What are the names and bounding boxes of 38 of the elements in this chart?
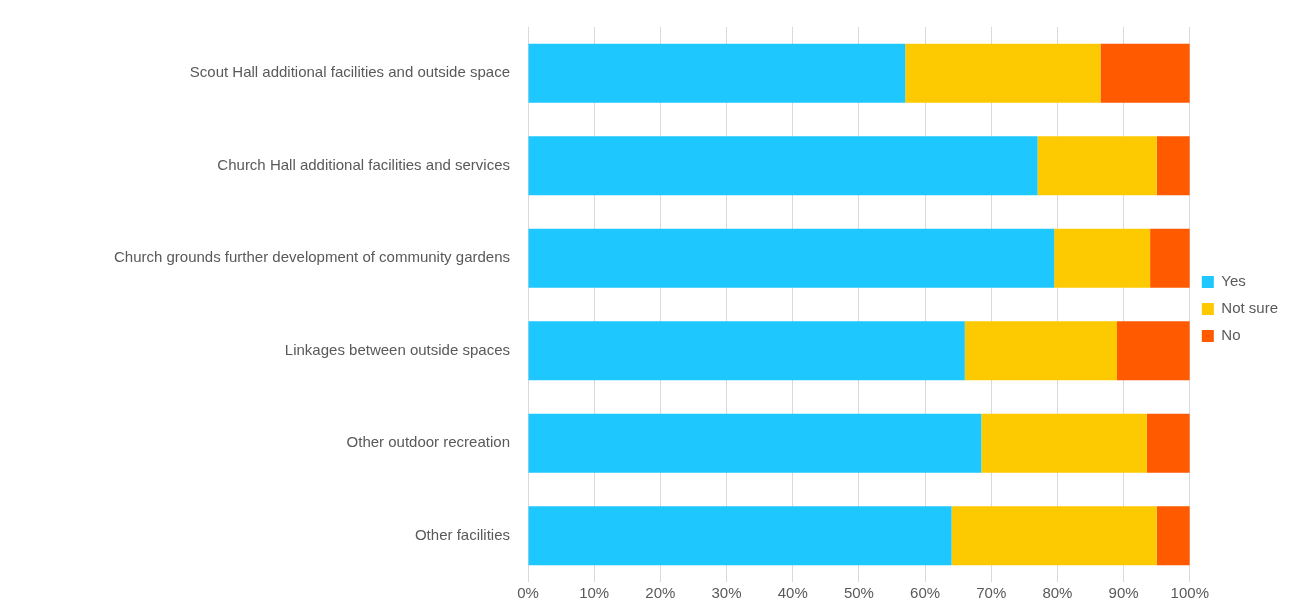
bar (528, 43, 906, 103)
x-tick-label: 10% (579, 584, 610, 602)
bar (528, 413, 982, 473)
bar (1156, 136, 1190, 196)
bar (1100, 43, 1190, 103)
bar (528, 228, 1055, 288)
x-tick-label: 50% (843, 584, 874, 602)
x-tick-label: 90% (1108, 584, 1139, 602)
bar (1037, 136, 1157, 196)
y-tick-label: Church grounds further development of community gardens (113, 248, 510, 266)
x-tick-label: 100% (1170, 584, 1209, 602)
y-tick-label: Linkages between outside spaces (284, 340, 510, 358)
bar (951, 506, 1157, 566)
x-tick-label: 80% (1042, 584, 1073, 602)
y-tick-label: Other facilities (414, 525, 510, 543)
legend-label: No (1221, 326, 1241, 344)
bar (981, 413, 1147, 473)
y-tick-label: Scout Hall additional facilities and outside space (189, 63, 510, 81)
bar (1117, 321, 1190, 381)
bar (1146, 413, 1190, 473)
bar (1156, 506, 1190, 566)
bar (528, 321, 965, 381)
bar (528, 506, 952, 566)
x-tick-label: 20% (645, 584, 676, 602)
y-tick-label: Other outdoor recreation (346, 433, 510, 451)
bar (1150, 228, 1190, 288)
bar (964, 321, 1118, 381)
legend-label: Not sure (1221, 299, 1279, 317)
legend-label: Yes (1221, 272, 1246, 290)
x-tick-label: 70% (976, 584, 1007, 602)
bar (905, 43, 1101, 103)
y-tick-label: Church Hall additional facilities and services (217, 155, 510, 173)
x-tick-label: 0% (517, 584, 539, 602)
x-tick-label: 60% (910, 584, 941, 602)
x-tick-label: 30% (711, 584, 742, 602)
bar (1054, 228, 1151, 288)
x-tick-label: 40% (777, 584, 808, 602)
bar (528, 136, 1038, 196)
